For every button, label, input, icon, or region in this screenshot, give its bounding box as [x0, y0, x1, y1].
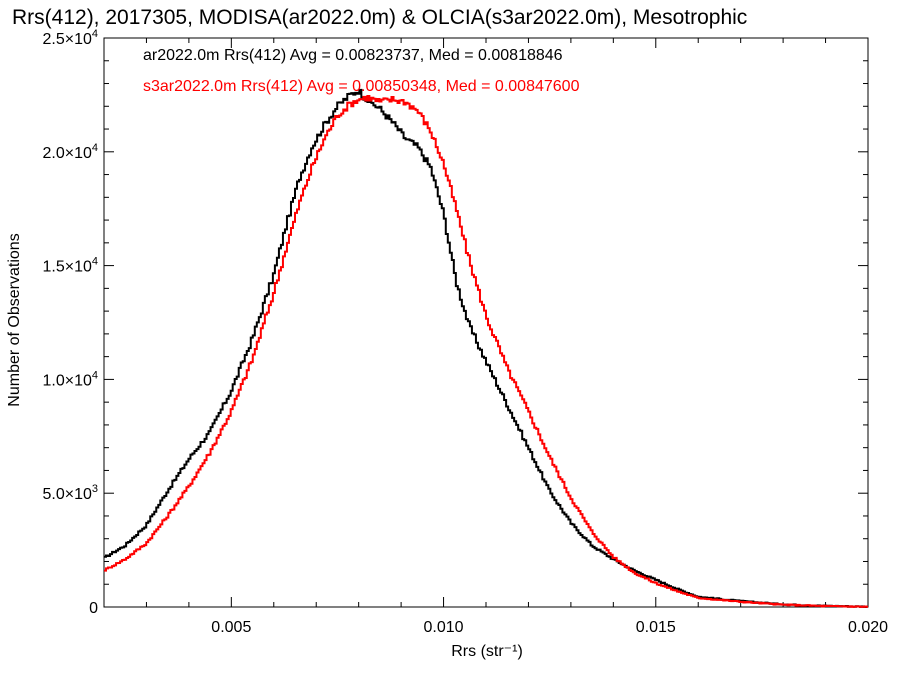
series-line-s3ar2022.0m	[104, 94, 868, 608]
x-tick-label: 0.015	[636, 619, 676, 636]
y-tick-label-exponent: 3	[92, 483, 98, 495]
x-tick-label: 0.005	[211, 619, 251, 636]
y-tick-label-exponent: 4	[92, 28, 98, 40]
y-tick-label-base: 1.0×10	[42, 372, 91, 389]
annotations: ar2022.0m Rrs(412) Avg = 0.00823737, Med…	[143, 47, 580, 95]
plot-axes: 0.005 0.010 0.015 0.02005.0×1031.0×1041.5×1…	[42, 28, 888, 636]
y-tick-label-base: 5.0×10	[42, 486, 91, 503]
series-layer	[104, 88, 868, 608]
x-tick-label: 0.010	[424, 619, 464, 636]
plot-frame	[103, 37, 869, 608]
y-tick-label: 1.5×104	[42, 256, 98, 276]
y-tick-label: 2.5×104	[42, 28, 98, 48]
x-tick-label: 0.020	[848, 619, 888, 636]
y-tick-label-exponent: 4	[92, 142, 98, 154]
y-tick-label-exponent: 4	[92, 369, 98, 381]
y-tick-label-base: 2.5×10	[42, 31, 91, 48]
y-tick-label-exponent: 4	[92, 256, 98, 268]
x-axis-label: Rrs (str⁻¹)	[451, 643, 523, 660]
y-axis-label: Number of Observations	[6, 233, 23, 406]
y-tick-label: 2.0×104	[42, 142, 98, 162]
y-tick-label-base: 2.0×10	[42, 145, 91, 162]
y-tick-label: 0	[89, 600, 98, 617]
chart-title: Rrs(412), 2017305, MODISA(ar2022.0m) & O…	[12, 6, 747, 29]
y-tick-label-base: 0	[89, 600, 98, 617]
y-tick-label-base: 1.5×10	[42, 259, 91, 276]
y-tick-label: 5.0×103	[42, 483, 98, 503]
series-line-ar2022.0m	[104, 88, 868, 608]
y-tick-label: 1.0×104	[42, 369, 98, 389]
series-annotation: s3ar2022.0m Rrs(412) Avg = 0.00850348, M…	[143, 78, 580, 95]
series-annotation: ar2022.0m Rrs(412) Avg = 0.00823737, Med…	[143, 47, 563, 64]
